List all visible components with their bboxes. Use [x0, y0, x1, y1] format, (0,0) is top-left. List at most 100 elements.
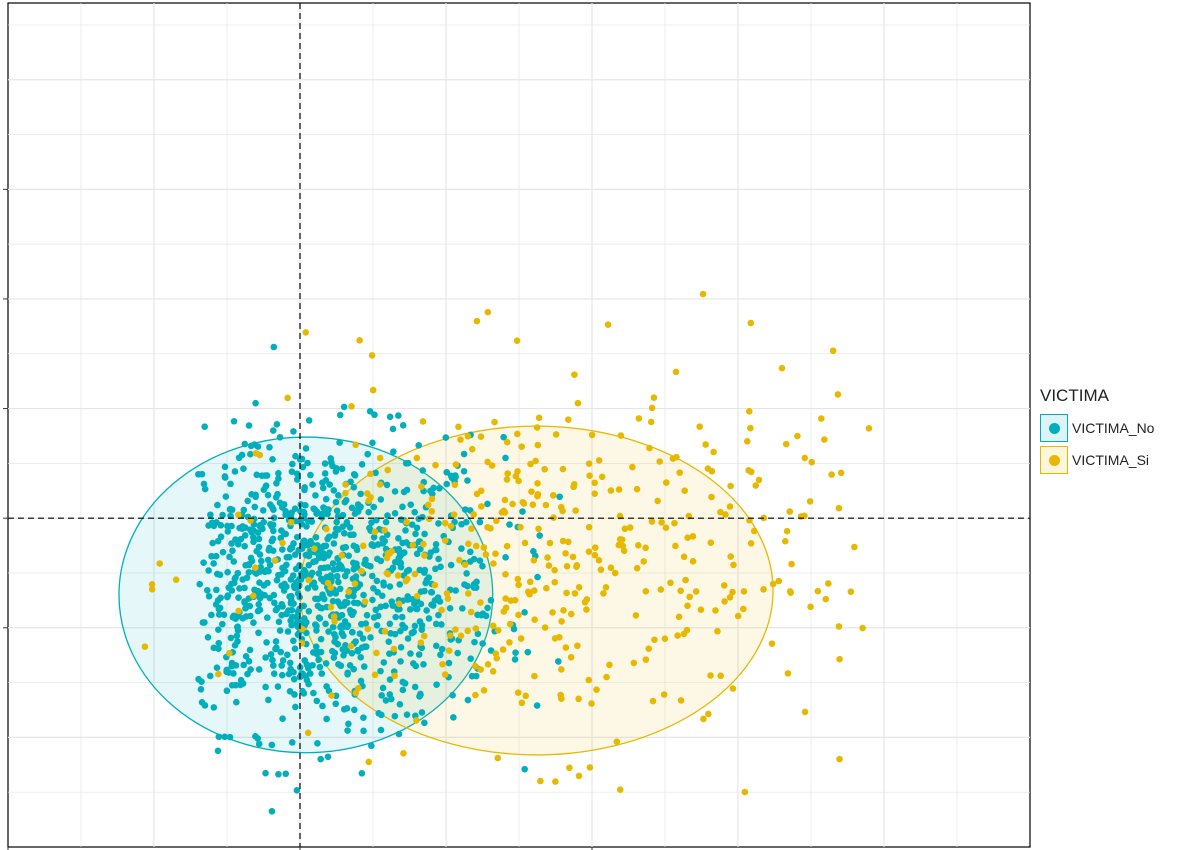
point-victima-no [443, 480, 451, 488]
point-victima-no [253, 547, 260, 555]
point-victima-si [302, 329, 310, 336]
point-victima-si [680, 553, 688, 561]
point-victima-no [389, 564, 397, 572]
point-victima-si [464, 432, 472, 440]
point-victima-no [305, 561, 313, 569]
point-victima-no [484, 604, 491, 612]
point-victima-si [745, 408, 753, 415]
point-victima-si [585, 548, 593, 555]
point-victima-no [272, 494, 280, 501]
point-victima-si [721, 598, 728, 605]
point-victima-no [374, 588, 381, 596]
point-victima-no [337, 623, 344, 631]
point-victima-si [563, 562, 571, 570]
point-victima-no [368, 541, 376, 549]
point-victima-si [726, 503, 734, 510]
point-victima-no [300, 690, 308, 697]
point-victima-si [851, 543, 858, 551]
point-victima-si [464, 590, 472, 597]
point-victima-no [536, 532, 543, 539]
point-victima-si [520, 500, 528, 507]
point-victima-si [411, 570, 419, 578]
point-victima-no [288, 606, 296, 614]
point-victima-no [282, 507, 289, 515]
point-victima-no [299, 619, 307, 626]
point-victima-no [468, 672, 476, 680]
point-victima-si [727, 553, 735, 560]
point-victima-no [340, 632, 347, 640]
point-victima-no [377, 667, 384, 675]
point-victima-no [524, 648, 532, 656]
point-victima-no [431, 546, 439, 554]
point-victima-no [226, 733, 234, 741]
point-victima-no [312, 643, 320, 650]
point-victima-si [534, 479, 541, 487]
point-victima-si [455, 423, 462, 431]
point-victima-no [297, 576, 305, 583]
point-victima-si [859, 624, 866, 632]
point-victima-si [817, 415, 825, 422]
point-victima-si [530, 556, 538, 564]
point-victima-no [371, 411, 378, 419]
point-victima-no [221, 463, 229, 471]
point-victima-si [747, 468, 755, 476]
point-victima-no [270, 670, 278, 678]
point-victima-no [230, 670, 237, 677]
point-victima-no [300, 602, 308, 610]
point-victima-si [477, 433, 485, 440]
point-victima-si [671, 519, 678, 527]
point-victima-no [435, 611, 442, 619]
point-victima-no [279, 715, 286, 722]
point-victima-no [304, 585, 312, 592]
point-victima-no [467, 655, 474, 662]
point-victima-no [343, 520, 351, 528]
point-victima-si [348, 403, 355, 410]
point-victima-si [461, 561, 469, 568]
point-victima-no [380, 579, 387, 586]
point-victima-si [287, 519, 295, 526]
point-victima-si [559, 465, 567, 473]
point-victima-si [432, 461, 439, 469]
point-victima-si [494, 627, 502, 634]
point-victima-no [347, 478, 354, 486]
point-victima-no [233, 632, 241, 640]
point-victima-no [372, 469, 379, 477]
point-victima-si [492, 550, 499, 558]
point-victima-si [651, 636, 658, 644]
point-victima-si [515, 477, 522, 485]
point-victima-no [264, 579, 271, 587]
point-victima-no [198, 699, 206, 706]
point-victima-no [408, 521, 416, 528]
point-victima-no [313, 622, 320, 630]
point-victima-si [439, 660, 446, 668]
point-victima-no [240, 506, 248, 514]
point-victima-no [312, 492, 319, 499]
point-victima-no [395, 535, 402, 542]
point-victima-si [311, 545, 318, 552]
point-victima-si [509, 500, 516, 508]
point-victima-si [518, 443, 525, 450]
point-victima-si [834, 391, 842, 398]
point-victima-no [346, 662, 354, 669]
point-victima-si [588, 431, 596, 439]
point-victima-no [293, 470, 301, 478]
point-victima-si [515, 611, 522, 619]
point-victima-no [411, 683, 419, 691]
point-victima-si [532, 457, 539, 465]
point-victima-si [441, 519, 449, 527]
point-victima-no [318, 670, 326, 677]
point-victima-no [220, 611, 228, 618]
point-victima-no [234, 627, 242, 634]
point-victima-no [290, 540, 297, 547]
point-victima-no [336, 411, 344, 419]
point-victima-no [215, 611, 223, 618]
point-victima-si [781, 537, 789, 545]
point-victima-si [557, 503, 565, 511]
point-victima-no [432, 541, 440, 548]
point-victima-si [567, 610, 575, 618]
point-victima-no [224, 592, 232, 599]
point-victima-si [515, 581, 522, 589]
point-victima-no [309, 481, 316, 488]
point-victima-no [372, 606, 380, 614]
